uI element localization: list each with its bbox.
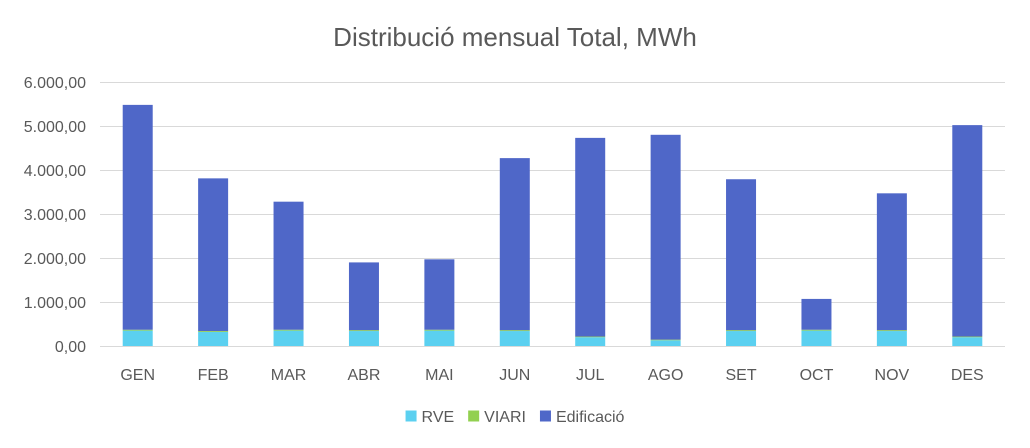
x-tick-label: MAR (271, 367, 307, 384)
bar-edificaci--ago (650, 134, 681, 340)
x-tick-label: FEB (198, 367, 229, 384)
bars (122, 104, 983, 346)
bar-edificaci--abr (348, 262, 379, 331)
x-tick-label: MAI (425, 367, 453, 384)
bar-edificaci--set (726, 179, 757, 331)
legend-label: RVE (422, 409, 455, 426)
bar-edificaci--feb (198, 178, 229, 332)
y-tick-label: 4.000,00 (24, 163, 86, 180)
gridlines (100, 82, 1005, 347)
y-tick-label: 0,00 (55, 339, 86, 356)
legend-label: Edificació (556, 409, 625, 426)
bar-edificaci--nov (876, 193, 907, 331)
bar-rve-oct (801, 330, 832, 346)
bar-viari-set (726, 330, 757, 332)
legend-swatch (468, 410, 480, 422)
x-tick-label: JUN (499, 367, 530, 384)
bar-viari-feb (198, 331, 229, 332)
bar-viari-mar (273, 329, 304, 331)
x-axis-ticks: GEN FEB MAR ABR MAI JUN JUL AGO SET OCT NOV DES (120, 367, 983, 384)
x-tick-label: AGO (648, 367, 684, 384)
bar-edificaci--gen (122, 104, 153, 330)
x-tick-label: JUL (576, 367, 605, 384)
legend-label: VIARI (484, 409, 526, 426)
bar-rve-jul (575, 337, 606, 346)
x-tick-label: DES (951, 367, 984, 384)
bar-viari-abr (348, 330, 379, 332)
bar-edificaci--oct (801, 298, 832, 330)
chart-title: Distribució mensual Total, MWh (333, 22, 697, 52)
bar-rve-ago (650, 340, 681, 346)
legend-swatch (539, 410, 551, 422)
bar-rve-des (952, 337, 983, 346)
bar-edificaci--des (952, 125, 983, 337)
bar-rve-mar (273, 330, 304, 346)
bar-rve-gen (122, 330, 153, 346)
bar-rve-mai (424, 330, 455, 346)
bar-rve-abr (348, 331, 379, 346)
bar-viari-oct (801, 329, 832, 331)
x-tick-label: OCT (800, 367, 834, 384)
bar-edificaci--mai (424, 259, 455, 330)
bar-edificaci--mar (273, 201, 304, 330)
y-tick-label: 5.000,00 (24, 119, 86, 136)
bar-viari-des (952, 336, 983, 338)
legend: RVE VIARI Edificació (405, 409, 625, 426)
y-axis-ticks: 0,00 1.000,00 2.000,00 3.000,00 4.000,00 5.00… (24, 75, 86, 356)
y-tick-label: 1.000,00 (24, 295, 86, 312)
legend-swatch (405, 410, 417, 422)
y-tick-label: 6.000,00 (24, 75, 86, 92)
bar-edificaci--jun (499, 158, 530, 331)
bar-viari-jul (575, 336, 606, 338)
bar-viari-gen (122, 329, 153, 331)
x-tick-label: GEN (120, 367, 155, 384)
bar-rve-set (726, 331, 757, 346)
x-tick-label: ABR (348, 367, 381, 384)
x-tick-label: NOV (875, 367, 910, 384)
bar-viari-mai (424, 329, 455, 331)
x-tick-label: SET (725, 367, 756, 384)
bar-rve-jun (499, 331, 530, 346)
bar-edificaci--jul (575, 137, 606, 337)
bar-rve-feb (198, 331, 229, 346)
y-tick-label: 3.000,00 (24, 207, 86, 224)
bar-viari-ago (650, 339, 681, 341)
bar-viari-jun (499, 330, 530, 332)
y-tick-label: 2.000,00 (24, 251, 86, 268)
bar-viari-nov (876, 330, 907, 332)
bar-rve-nov (876, 331, 907, 346)
